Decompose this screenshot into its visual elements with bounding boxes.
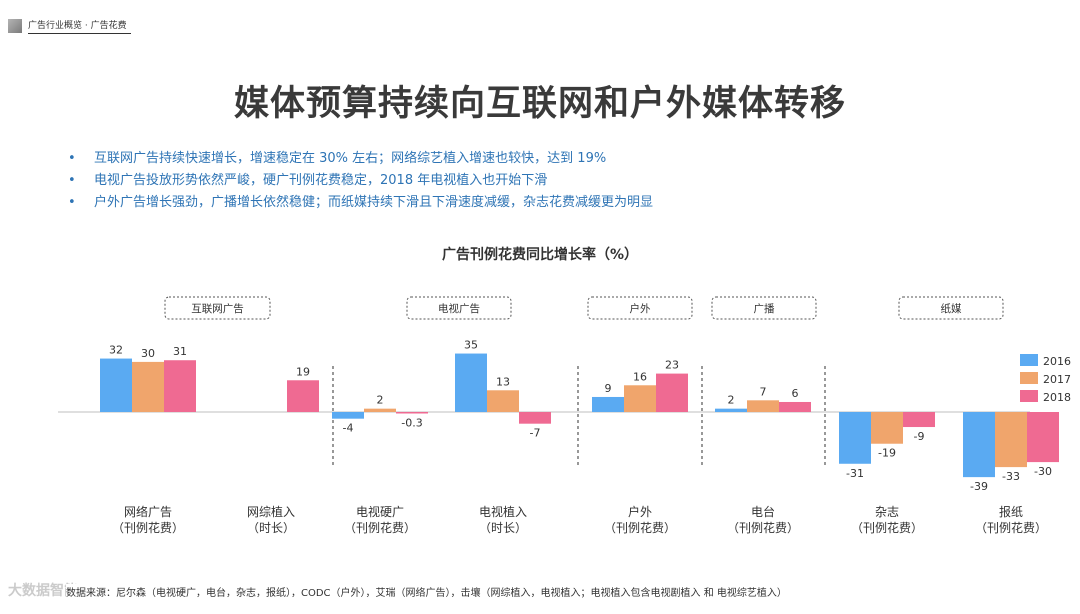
data-label: 6: [792, 387, 799, 400]
category-label: （刊例花费）: [344, 520, 416, 535]
bar: [287, 380, 319, 412]
group-label-box: [164, 296, 271, 320]
group-label: 纸媒: [941, 302, 962, 315]
legend-swatch: [1020, 354, 1038, 366]
bullet-list: 互联网广告持续快速增长，增速稳定在 30% 左右；网络综艺植入增速也较快，达到 …: [68, 148, 653, 214]
bullet-item: 电视广告投放形势依然严峻，硬广刊例花费稳定，2018 年电视植入也开始下滑: [68, 170, 653, 192]
category-label: 电视植入: [479, 504, 527, 519]
category-label: （时长）: [247, 521, 295, 535]
category-label: （刊例花费）: [975, 520, 1047, 535]
category-label: 电台: [751, 504, 775, 519]
data-label: 2: [728, 394, 735, 407]
group-label-box: [587, 296, 693, 320]
bar: [995, 412, 1027, 468]
data-label: 30: [141, 347, 155, 360]
category-label: （刊例花费）: [604, 520, 676, 535]
data-label: 16: [633, 370, 647, 383]
category-label: （刊例花费）: [112, 520, 184, 535]
bar: [1027, 412, 1059, 463]
category-label: 电视硬广: [356, 504, 404, 519]
group-label: 互联网广告: [191, 302, 244, 315]
group-label: 户外: [630, 302, 651, 315]
category-label: （时长）: [479, 521, 527, 535]
group-label: 广播: [754, 302, 775, 315]
slide-title: 媒体预算持续向互联网和户外媒体转移: [233, 84, 846, 124]
data-label: 31: [173, 345, 187, 358]
bar: [903, 412, 935, 428]
bullet-item: 户外广告增长强劲，广播增长依然稳健；而纸媒持续下滑且下滑速度减缓，杂志花费减缓更…: [68, 192, 653, 214]
data-label: -4: [343, 422, 354, 435]
bar: [592, 396, 624, 412]
data-label: 7: [760, 385, 767, 398]
category-label: （刊例花费）: [727, 520, 799, 535]
bar: [656, 373, 688, 412]
data-label: 13: [496, 375, 510, 388]
group-label: 电视广告: [438, 302, 480, 315]
source-note: 数据来源：尼尔森（电视硬广，电台，杂志，报纸），CODC（户外），艾瑞（网络广告…: [66, 584, 787, 599]
data-label: -7: [530, 427, 541, 440]
bar: [100, 358, 132, 412]
group-label-box: [898, 296, 1004, 320]
data-label: -30: [1034, 465, 1052, 478]
bar: [715, 408, 747, 412]
bar: [132, 361, 164, 412]
data-label: 2: [377, 394, 384, 407]
data-label: -39: [970, 480, 988, 493]
watermark: 大数据智能: [8, 583, 78, 599]
bar: [455, 353, 487, 412]
bar: [963, 412, 995, 478]
bar: [779, 401, 811, 412]
legend-label: 2017: [1043, 373, 1071, 386]
category-label: 杂志: [875, 505, 899, 519]
bar: [164, 360, 196, 412]
bar: [624, 385, 656, 412]
data-label: -0.3: [401, 417, 422, 430]
bar: [396, 412, 428, 414]
category-label: 户外: [628, 504, 652, 519]
cube-icon: [8, 19, 22, 33]
data-label: -31: [846, 467, 864, 480]
legend-swatch: [1020, 390, 1038, 402]
group-label-box: [406, 296, 512, 320]
bar: [519, 412, 551, 424]
bar: [871, 412, 903, 444]
bar: [364, 408, 396, 412]
group-label-box: [711, 296, 817, 320]
data-label: 23: [665, 359, 679, 372]
bar: [839, 412, 871, 464]
legend-label: 2016: [1043, 355, 1071, 368]
data-label: -9: [914, 430, 925, 443]
category-label: 报纸: [999, 504, 1023, 519]
data-label: 19: [296, 365, 310, 378]
category-label: （刊例花费）: [851, 520, 923, 535]
legend-label: 2018: [1043, 391, 1071, 404]
bar: [747, 400, 779, 412]
section-header-text: 广告行业概览 · 广告花费: [28, 18, 131, 34]
bar: [487, 390, 519, 412]
section-header: 广告行业概览 · 广告花费: [8, 18, 131, 34]
data-label: 32: [109, 344, 123, 357]
data-label: -19: [878, 447, 896, 460]
bar: [332, 412, 364, 419]
category-label: 网综植入: [247, 504, 295, 519]
chart-title: 广告刊例花费同比增长率（%）: [441, 247, 639, 263]
category-label: 网络广告: [124, 504, 172, 519]
data-label: 35: [464, 339, 478, 352]
data-label: -33: [1002, 470, 1020, 483]
legend-swatch: [1020, 372, 1038, 384]
bullet-item: 互联网广告持续快速增长，增速稳定在 30% 左右；网络综艺植入增速也较快，达到 …: [68, 148, 653, 170]
data-label: 9: [605, 382, 612, 395]
